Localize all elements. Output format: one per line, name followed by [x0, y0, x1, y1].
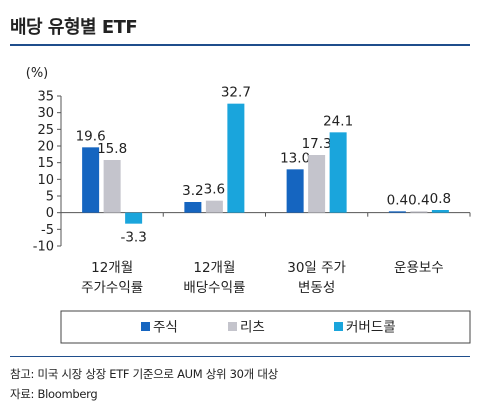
legend-swatch-커버드콜	[334, 322, 343, 331]
bar-커버드콜	[431, 210, 449, 213]
data-label: 13.0	[280, 150, 310, 166]
bar-커버드콜	[329, 132, 347, 213]
data-label: 0.8	[430, 191, 451, 207]
y-axis-tick-label: 0	[46, 206, 54, 221]
footer-divider	[10, 356, 470, 357]
data-label: 0.4	[408, 192, 429, 208]
y-axis-tick-label: 5	[46, 190, 54, 205]
title-divider	[10, 44, 470, 46]
y-axis-tick-label: 25	[37, 123, 54, 138]
data-label: 0.4	[387, 192, 408, 208]
data-label: 32.7	[221, 85, 251, 101]
legend-box	[60, 310, 471, 344]
bar-리츠	[205, 200, 223, 213]
legend-label-주식: 주식	[153, 320, 178, 336]
x-axis-category-label: 배당수익률	[183, 280, 245, 296]
data-label: 3.6	[204, 182, 225, 198]
y-axis-tick-label: 20	[37, 140, 54, 155]
x-axis-category-label: 30일 주가	[287, 260, 346, 276]
bar-주식	[184, 202, 202, 213]
y-axis-tick-label: -10	[33, 240, 54, 255]
data-label: 24.1	[323, 113, 353, 129]
x-axis-category-label: 주가수익률	[81, 280, 143, 296]
data-label: 17.3	[302, 136, 332, 152]
bar-리츠	[308, 155, 326, 213]
bar-리츠	[410, 211, 428, 213]
data-label: 3.2	[182, 183, 203, 199]
y-axis-tick-label: 30	[37, 106, 54, 121]
note-source: 자료: Bloomberg	[10, 387, 98, 401]
legend-swatch-주식	[141, 322, 150, 331]
y-axis-unit-label: (%)	[26, 66, 49, 81]
chart-title: 배당 유형별 ETF	[10, 17, 138, 38]
bar-주식	[286, 169, 304, 213]
y-axis-tick-label: 35	[37, 90, 54, 105]
data-label: 15.8	[97, 141, 127, 157]
bar-커버드콜	[125, 212, 143, 224]
legend-label-커버드콜: 커버드콜	[346, 320, 396, 336]
data-label: -3.3	[120, 230, 146, 246]
y-axis-tick-label: 15	[37, 156, 54, 171]
bar-주식	[388, 211, 406, 213]
legend-label-리츠: 리츠	[240, 320, 265, 336]
bar-주식	[82, 147, 100, 213]
x-axis-category-label: 12개월	[91, 260, 133, 276]
bar-리츠	[103, 160, 121, 213]
y-axis-tick-label: -5	[41, 223, 54, 238]
x-axis-category-label: 12개월	[193, 260, 235, 276]
x-axis-category-label: 변동성	[298, 280, 335, 296]
note-reference: 참고: 미국 시장 상장 ETF 기준으로 AUM 상위 30개 대상	[10, 367, 278, 381]
data-label: 19.6	[76, 128, 106, 144]
x-axis-category-label: 운용보수	[394, 260, 444, 276]
bar-커버드콜	[227, 103, 245, 213]
y-axis-tick-label: 10	[37, 173, 54, 188]
legend-swatch-리츠	[228, 322, 237, 331]
